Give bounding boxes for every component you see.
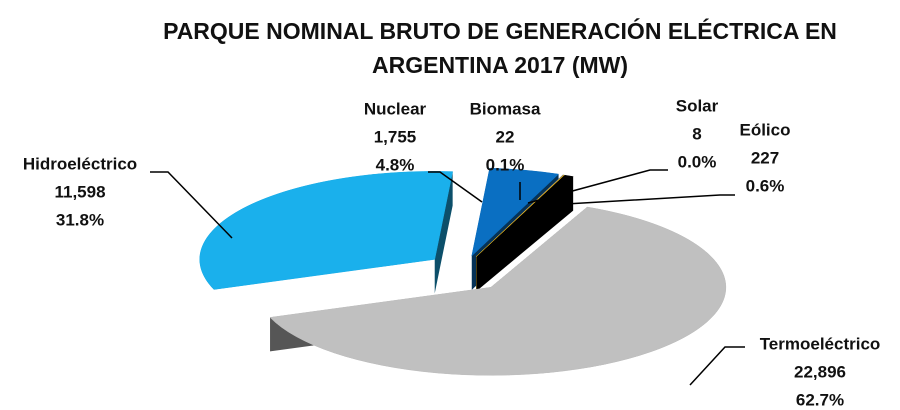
slice (476, 174, 574, 258)
chart-title: PARQUE NOMINAL BRUTO DE GENERACIÓN ELÉCT… (163, 18, 837, 78)
leader-line (527, 169, 668, 204)
slice-percent-label: 62.7% (796, 390, 844, 409)
leader-line (150, 171, 233, 239)
slice-category-label: Termoeléctrico (760, 334, 881, 353)
slice (269, 206, 727, 376)
slice-percent-label: 0.0% (678, 152, 717, 171)
slice (471, 167, 560, 257)
slice-category-label: Solar (676, 96, 719, 115)
slice-percent-label: 31.8% (56, 210, 104, 229)
slice-value-label: 22 (496, 127, 515, 146)
slice-value-label: 8 (692, 124, 701, 143)
slice-percent-label: 4.8% (376, 155, 415, 174)
leader-line (531, 194, 735, 207)
slice-value-label: 22,896 (794, 362, 846, 381)
slice-category-label: Nuclear (364, 99, 427, 118)
slice-category-label: Hidroeléctrico (23, 154, 137, 173)
leader-line (428, 171, 483, 203)
slice (199, 171, 453, 290)
slice-category-label: Eólico (739, 120, 790, 139)
slice-value-label: 11,598 (54, 182, 105, 201)
slice-value-label: 1,755 (374, 127, 417, 146)
slice-side (476, 175, 574, 291)
slice-value-label: 227 (751, 148, 779, 167)
slice-category-label: Biomasa (470, 99, 541, 118)
leader-line (689, 346, 745, 386)
slice (476, 174, 565, 257)
slice-percent-label: 0.1% (486, 155, 525, 174)
slice-percent-label: 0.6% (746, 176, 785, 195)
